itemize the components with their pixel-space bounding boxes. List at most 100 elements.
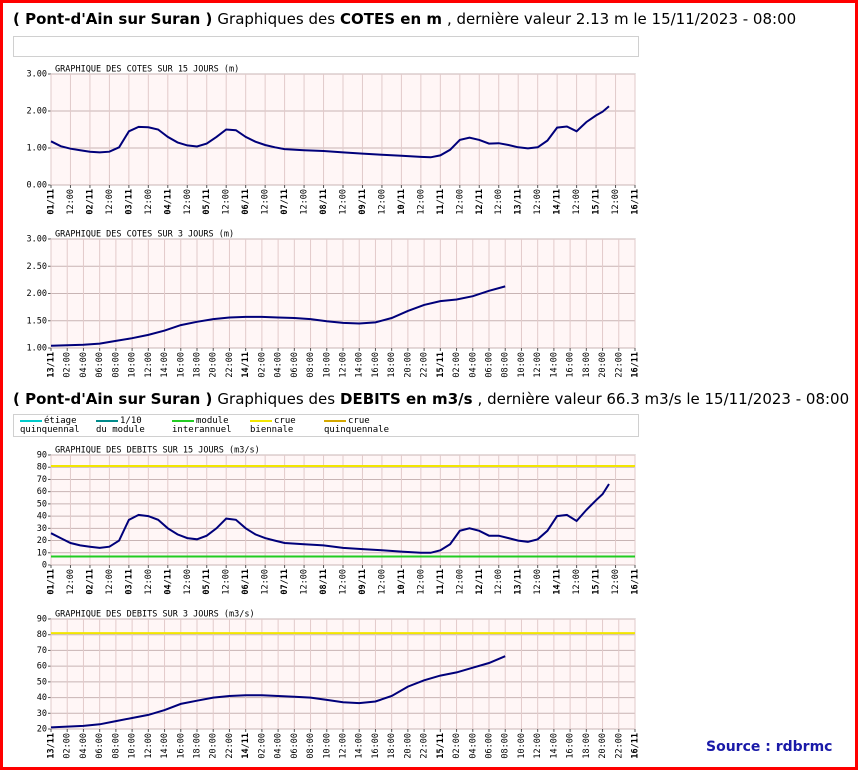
legend-swatch bbox=[172, 420, 194, 422]
x-tick-label: 06/11 bbox=[241, 189, 251, 215]
x-tick-label: 12:00 bbox=[533, 189, 543, 215]
x-tick-label: 08:00 bbox=[501, 352, 511, 378]
header-part: Graphiques des bbox=[217, 390, 336, 408]
x-tick-label: 22:00 bbox=[614, 733, 624, 759]
x-tick-label: 12:00 bbox=[494, 189, 504, 215]
x-tick-label: 12:00 bbox=[611, 569, 621, 595]
x-tick-label: 12:00 bbox=[533, 352, 543, 378]
y-tick-label: 70 bbox=[37, 475, 47, 485]
x-tick-label: 20:00 bbox=[209, 352, 219, 378]
x-tick-label: 10/11 bbox=[397, 569, 407, 595]
x-tick-label: 08:00 bbox=[111, 352, 121, 378]
x-tick-label: 12:00 bbox=[494, 569, 504, 595]
x-tick-label: 16:00 bbox=[176, 352, 186, 378]
x-tick-label: 06:00 bbox=[485, 352, 495, 378]
x-tick-label: 12:00 bbox=[105, 189, 115, 215]
x-tick-label: 14:00 bbox=[549, 352, 559, 378]
x-tick-label: 12:00 bbox=[261, 189, 271, 215]
y-tick-label: 20 bbox=[37, 536, 47, 546]
x-tick-label: 06/11 bbox=[241, 569, 251, 595]
x-tick-label: 06:00 bbox=[290, 352, 300, 378]
chart-title: GRAPHIQUE DES DEBITS SUR 15 JOURS (m3/s) bbox=[55, 446, 260, 456]
x-tick-label: 10:00 bbox=[128, 352, 138, 378]
x-tick-label: 10:00 bbox=[322, 733, 332, 759]
x-tick-label: 16/11 bbox=[631, 352, 641, 378]
header-part: , dernière valeur 2.13 m le 15/11/2023 -… bbox=[446, 10, 797, 28]
y-tick-label: 40 bbox=[37, 512, 47, 522]
x-tick-label: 22:00 bbox=[225, 352, 235, 378]
x-tick-label: 04:00 bbox=[468, 352, 478, 378]
x-tick-label: 13/11 bbox=[47, 733, 57, 759]
data-line bbox=[50, 655, 506, 729]
y-tick-label: 50 bbox=[37, 677, 47, 687]
x-tick-label: 10:00 bbox=[517, 352, 527, 378]
y-tick-label: 60 bbox=[37, 662, 47, 672]
x-tick-label: 14:00 bbox=[355, 352, 365, 378]
x-tick-label: 16:00 bbox=[566, 733, 576, 759]
x-tick-label: 12:00 bbox=[339, 569, 349, 595]
x-tick-label: 12:00 bbox=[339, 189, 349, 215]
x-tick-label: 02:00 bbox=[257, 733, 267, 759]
x-tick-label: 20:00 bbox=[403, 733, 413, 759]
x-tick-label: 08:00 bbox=[501, 733, 511, 759]
header-part: ( Pont-d'Ain sur Suran ) bbox=[13, 390, 213, 408]
x-tick-label: 20:00 bbox=[403, 352, 413, 378]
x-tick-label: 04:00 bbox=[79, 352, 89, 378]
header-part: Graphiques des bbox=[217, 10, 336, 28]
y-tick-label: 50 bbox=[37, 499, 47, 509]
x-tick-label: 12:00 bbox=[339, 733, 349, 759]
legend-label: biennale bbox=[250, 425, 294, 435]
legend-label: crue bbox=[274, 416, 296, 426]
x-tick-label: 22:00 bbox=[614, 352, 624, 378]
x-tick-label: 02:00 bbox=[452, 733, 462, 759]
x-tick-label: 06:00 bbox=[485, 733, 495, 759]
legend-swatch bbox=[20, 420, 42, 422]
legend-label: étiage bbox=[44, 416, 77, 426]
x-tick-label: 18:00 bbox=[193, 352, 203, 378]
x-tick-label: 12:00 bbox=[377, 569, 387, 595]
y-tick-label: 2.50 bbox=[27, 262, 47, 272]
y-tick-label: 3.00 bbox=[27, 70, 47, 80]
x-tick-label: 22:00 bbox=[420, 352, 430, 378]
legend-label: interannuel bbox=[172, 425, 232, 435]
y-tick-label: 1.00 bbox=[27, 144, 47, 154]
x-tick-label: 02:00 bbox=[63, 733, 73, 759]
x-tick-label: 20:00 bbox=[598, 733, 608, 759]
x-tick-label: 04:00 bbox=[274, 352, 284, 378]
y-tick-label: 2.00 bbox=[27, 289, 47, 299]
x-tick-label: 12:00 bbox=[377, 189, 387, 215]
x-tick-label: 14:00 bbox=[160, 733, 170, 759]
legend-label: quinquennal bbox=[20, 425, 80, 435]
y-tick-label: 1.50 bbox=[27, 316, 47, 326]
x-tick-label: 12:00 bbox=[144, 569, 154, 595]
x-tick-label: 12:00 bbox=[572, 189, 582, 215]
x-tick-label: 12:00 bbox=[455, 189, 465, 215]
x-tick-label: 22:00 bbox=[225, 733, 235, 759]
y-tick-label: 0.00 bbox=[27, 181, 47, 191]
x-tick-label: 16/11 bbox=[631, 733, 641, 759]
x-tick-label: 14/11 bbox=[241, 352, 251, 378]
x-tick-label: 22:00 bbox=[420, 733, 430, 759]
x-tick-label: 04:00 bbox=[79, 733, 89, 759]
x-tick-label: 12:00 bbox=[261, 569, 271, 595]
y-tick-label: 90 bbox=[37, 451, 47, 461]
x-tick-label: 12:00 bbox=[339, 352, 349, 378]
x-tick-label: 12/11 bbox=[475, 569, 485, 595]
x-tick-label: 14:00 bbox=[160, 352, 170, 378]
x-tick-label: 06:00 bbox=[95, 352, 105, 378]
legend-label: crue bbox=[348, 416, 370, 426]
y-tick-label: 20 bbox=[37, 725, 47, 735]
x-tick-label: 15/11 bbox=[436, 352, 446, 378]
header-part: DEBITS en m3/s bbox=[340, 390, 473, 408]
legend-label: module bbox=[196, 416, 229, 426]
x-tick-label: 15/11 bbox=[436, 733, 446, 759]
legend-swatch bbox=[250, 420, 272, 422]
x-tick-label: 06:00 bbox=[290, 733, 300, 759]
x-tick-label: 12:00 bbox=[300, 189, 310, 215]
x-tick-label: 16/11 bbox=[631, 569, 641, 595]
legend: étiage quinquennal 1/10 du module module inte… bbox=[13, 414, 639, 437]
chart-title: GRAPHIQUE DES DEBITS SUR 3 JOURS (m3/s) bbox=[55, 610, 255, 620]
x-tick-label: 07/11 bbox=[280, 569, 290, 595]
x-tick-label: 11/11 bbox=[436, 569, 446, 595]
x-tick-label: 02:00 bbox=[452, 352, 462, 378]
